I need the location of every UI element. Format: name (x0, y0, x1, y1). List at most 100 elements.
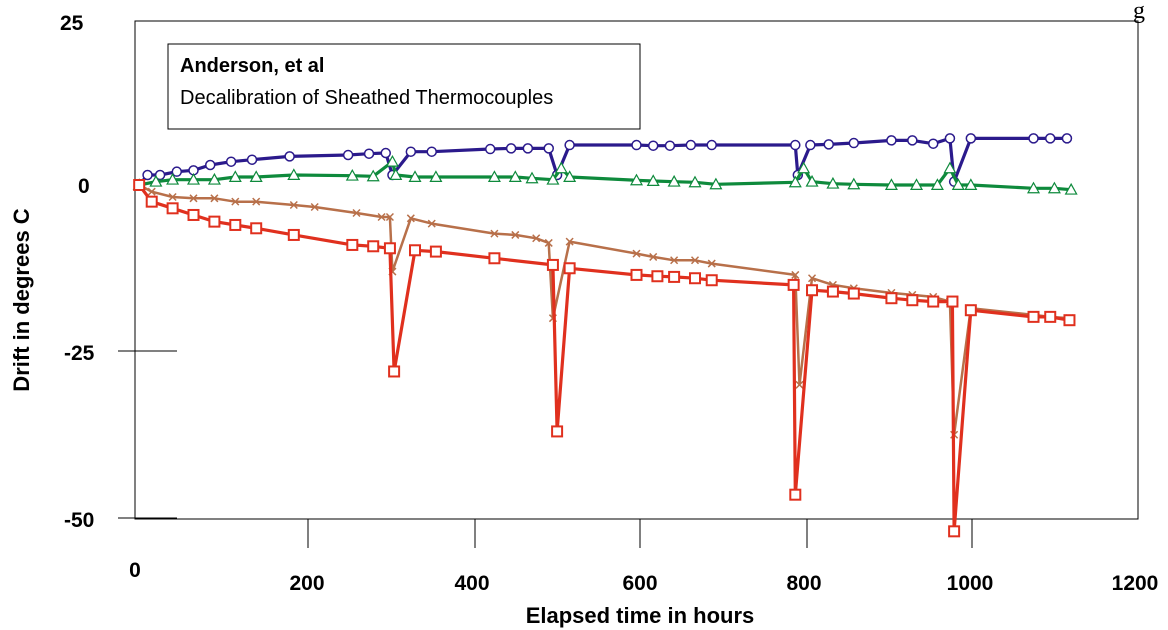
series-1-line (138, 160, 1072, 192)
series-1-point-4 (207, 172, 221, 185)
series-2-point-4 (210, 194, 219, 203)
series-3-point-15 (546, 258, 559, 271)
series-1-point-13 (429, 170, 443, 183)
series-3-line (137, 184, 1070, 533)
series-1-point-29 (847, 177, 861, 190)
series-0-point-34 (944, 133, 956, 144)
series-2-point-14 (427, 219, 436, 228)
series-0-point-31 (886, 135, 897, 146)
series-2-point-23 (670, 256, 679, 265)
series-3-point-28 (885, 292, 898, 305)
series-0-point-20 (564, 139, 575, 151)
series-1-point-27 (805, 174, 819, 187)
series-1-point-21 (646, 174, 660, 187)
legend-box (167, 43, 641, 130)
x-tick-label-400: 400 (454, 572, 489, 595)
series-3-point-20 (668, 270, 681, 283)
series-3-point-33 (964, 304, 977, 317)
series-3 (133, 179, 1076, 538)
series-0-point-30 (848, 137, 860, 149)
series-3-point-16 (551, 425, 564, 438)
series-3-point-23 (787, 278, 800, 291)
series-0-line (137, 136, 1067, 187)
x-tick-label-200: 200 (289, 572, 324, 595)
series-0-point-38 (1044, 133, 1056, 144)
series-0-point-2 (154, 169, 166, 181)
series-3-point-34 (1027, 310, 1040, 323)
series-1-point-33 (943, 161, 957, 174)
series-2 (135, 180, 1074, 439)
series-0-point-23 (664, 140, 676, 151)
series-2-point-3 (189, 194, 198, 203)
series-1-point-9 (366, 169, 380, 182)
series-3-point-3 (187, 208, 200, 221)
series-2-point-16 (511, 230, 520, 239)
series-3-point-31 (946, 295, 959, 308)
series-3-point-6 (250, 222, 263, 235)
series-1-point-28 (826, 176, 840, 189)
series-1-point-10 (385, 154, 399, 167)
series-3-point-9 (367, 240, 380, 253)
series-1-point-1 (149, 174, 163, 187)
series-1-point-18 (554, 161, 568, 174)
series-0-point-10 (363, 148, 375, 159)
y-tick-label-25: 25 (60, 12, 84, 35)
series-1-point-5 (228, 170, 242, 183)
x-tick-label-1200: 1200 (1112, 572, 1159, 595)
series-1-point-15 (508, 170, 522, 183)
corner-text: g (1133, 0, 1145, 24)
series-3-point-35 (1044, 310, 1057, 323)
series-0-point-22 (647, 140, 659, 151)
series-2-point-24 (690, 256, 700, 265)
series-2-point-21 (632, 249, 641, 258)
series-3-point-36 (1063, 314, 1076, 327)
series-1-point-36 (1027, 181, 1041, 194)
series-1-point-17 (546, 172, 560, 185)
series-1-point-34 (951, 178, 965, 190)
legend-title: Anderson, et al (180, 55, 324, 77)
series-2-line (138, 183, 1070, 437)
series-3-point-2 (166, 202, 179, 215)
series-2-point-27 (795, 380, 804, 389)
series-3-point-0 (133, 179, 146, 191)
series-0-point-5 (204, 159, 216, 171)
series-3-point-18 (630, 268, 643, 281)
series-3-point-11 (388, 365, 401, 378)
series-1-point-26 (797, 161, 811, 174)
series-0-point-18 (543, 143, 554, 154)
x-tick-label-0: 0 (129, 559, 141, 582)
series-1-point-32 (930, 178, 944, 190)
y-tick-label-0: 0 (78, 175, 90, 198)
series-1-point-16 (525, 171, 539, 184)
series-2-point-17 (532, 234, 541, 243)
y-tick-label-neg25: -25 (64, 342, 95, 365)
series-0-point-1 (142, 169, 153, 181)
series-2-point-10 (377, 212, 386, 221)
series-3-point-30 (927, 295, 940, 308)
series-2-point-26 (791, 270, 800, 279)
series-1-point-20 (629, 173, 644, 186)
series-0-point-3 (171, 166, 183, 177)
plot-frame (134, 20, 1139, 520)
series-2-point-1 (147, 187, 156, 196)
series-1-point-35 (964, 178, 978, 190)
series-3-point-17 (563, 262, 576, 275)
y-axis-title: Drift in degrees C (9, 208, 34, 391)
series-2-point-6 (252, 197, 261, 206)
series-3-point-32 (948, 525, 961, 538)
series-2-point-13 (406, 214, 415, 223)
series-layer (132, 133, 1078, 538)
x-axis-title: Elapsed time in hours (526, 603, 755, 628)
y-tick-label-neg50: -50 (64, 509, 94, 532)
series-0-point-14 (426, 146, 437, 157)
series-3-point-14 (488, 252, 501, 265)
series-1-point-19 (563, 170, 577, 183)
series-2-point-20 (565, 237, 574, 246)
series-0-point-24 (685, 139, 697, 151)
series-2-point-8 (310, 202, 319, 212)
series-0-point-6 (225, 156, 237, 167)
series-0-point-11 (380, 147, 391, 159)
series-0-point-32 (907, 135, 918, 146)
series-1-point-23 (688, 175, 702, 188)
